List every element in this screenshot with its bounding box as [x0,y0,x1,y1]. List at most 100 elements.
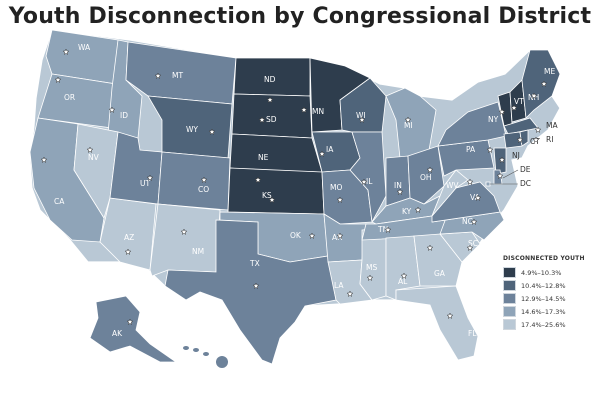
legend-item: 10.4%–12.8% [503,279,595,292]
capital-star-icon [516,136,524,143]
state-ME [521,49,561,119]
label-NM: NM [192,247,204,256]
capital-star-icon [360,178,368,185]
label-NC: NC [462,217,473,226]
label-GA: GA [434,269,446,278]
label-WY: WY [186,125,198,134]
state-NV [73,123,119,219]
label-TX: TX [249,259,260,268]
label-TN: TN [377,225,388,234]
label-RI: RI [546,135,553,144]
capital-star-icon [146,174,154,181]
capital-star-icon [124,248,132,255]
state-OH [407,145,445,205]
label-OK: OK [290,231,302,240]
label-CO: CO [198,185,209,194]
legend-swatch [503,306,516,317]
label-MA: MA [546,121,558,130]
state-NM [149,203,221,277]
label-AR: AR [332,233,342,242]
label-SC: SC [468,239,478,248]
capital-star-icon [510,104,518,111]
capital-star-icon [486,146,494,153]
capital-star-icon [366,274,374,281]
label-MN: MN [312,107,324,116]
label-IA: IA [326,145,334,154]
label-VT: VT [514,97,524,106]
capital-star-icon [446,312,454,319]
label-CA: CA [54,197,65,206]
legend-title: DISCONNECTED YOUTH [503,255,585,262]
label-ND: ND [264,75,276,84]
leader-lines [490,169,519,185]
label-FL: FL [468,329,477,338]
state-DC [485,181,491,187]
capital-star-icon [54,76,62,83]
capital-star-icon [154,72,162,79]
capital-star-icon [358,116,366,123]
legend-swatch [503,267,516,278]
legend-label: 14.6%–17.3% [521,307,566,316]
state-KS [227,167,325,215]
label-WA: WA [78,43,91,52]
state-IL [349,131,387,224]
label-MT: MT [172,71,183,80]
capital-star-icon [532,136,540,143]
capital-star-icon [466,178,474,185]
legend-swatch [503,280,516,291]
legend-swatch [503,293,516,304]
state-NE [229,133,323,173]
capital-star-icon [384,226,392,233]
label-DE: DE [520,165,531,174]
state-WV [431,169,469,217]
capital-star-icon [318,150,326,157]
capital-star-icon [300,106,308,113]
legend-item: 17.4%–25.6% [503,318,595,331]
legend-label: 17.4%–25.6% [521,320,566,329]
label-NV: NV [88,153,100,162]
capital-star-icon [470,218,478,225]
capital-star-icon [266,96,274,103]
label-SD: SD [266,115,277,124]
capital-star-icon [208,128,216,135]
capital-star-icon [414,206,422,213]
hawaii-islands [183,346,228,368]
label-PA: PA [466,145,476,154]
capital-star-icon [400,272,408,279]
capital-star-icon [126,318,134,325]
capital-star-icon [40,156,48,163]
label-IL: IL [366,177,373,186]
capital-star-icon [496,172,504,179]
capital-star-icon [474,194,482,201]
state-TX [164,219,337,365]
capital-star-icon [200,176,208,183]
capital-star-icon [336,196,344,203]
legend-item: 4.9%–10.3% [503,266,595,279]
capital-star-icon [308,232,316,239]
capital-star-icon [426,166,434,173]
state-NJ [493,147,507,175]
state-AK [89,295,178,363]
label-OR: OR [64,93,75,102]
label-ID: ID [120,111,128,120]
capital-star-icon [530,92,538,99]
legend-label: 4.9%–10.3% [521,268,562,277]
legend: DISCONNECTED YOUTH 4.9%–10.3% 10.4%–12.8… [503,255,595,331]
capital-star-icon [62,48,70,55]
state-NC [431,211,505,241]
capital-star-icon [268,196,276,203]
legend-item: 14.6%–17.3% [503,305,595,318]
capital-star-icon [396,188,404,195]
capital-star-icon [108,106,116,113]
capital-star-icon [498,108,506,115]
label-WI: WI [356,111,366,120]
label-DC: DC [520,179,531,188]
capital-star-icon [466,244,474,251]
label-NE: NE [258,153,269,162]
label-ME: ME [544,67,555,76]
state-FL [395,285,479,361]
label-UT: UT [140,179,150,188]
label-MS: MS [366,263,377,272]
capital-star-icon [254,176,262,183]
label-WV: WV [446,181,459,190]
